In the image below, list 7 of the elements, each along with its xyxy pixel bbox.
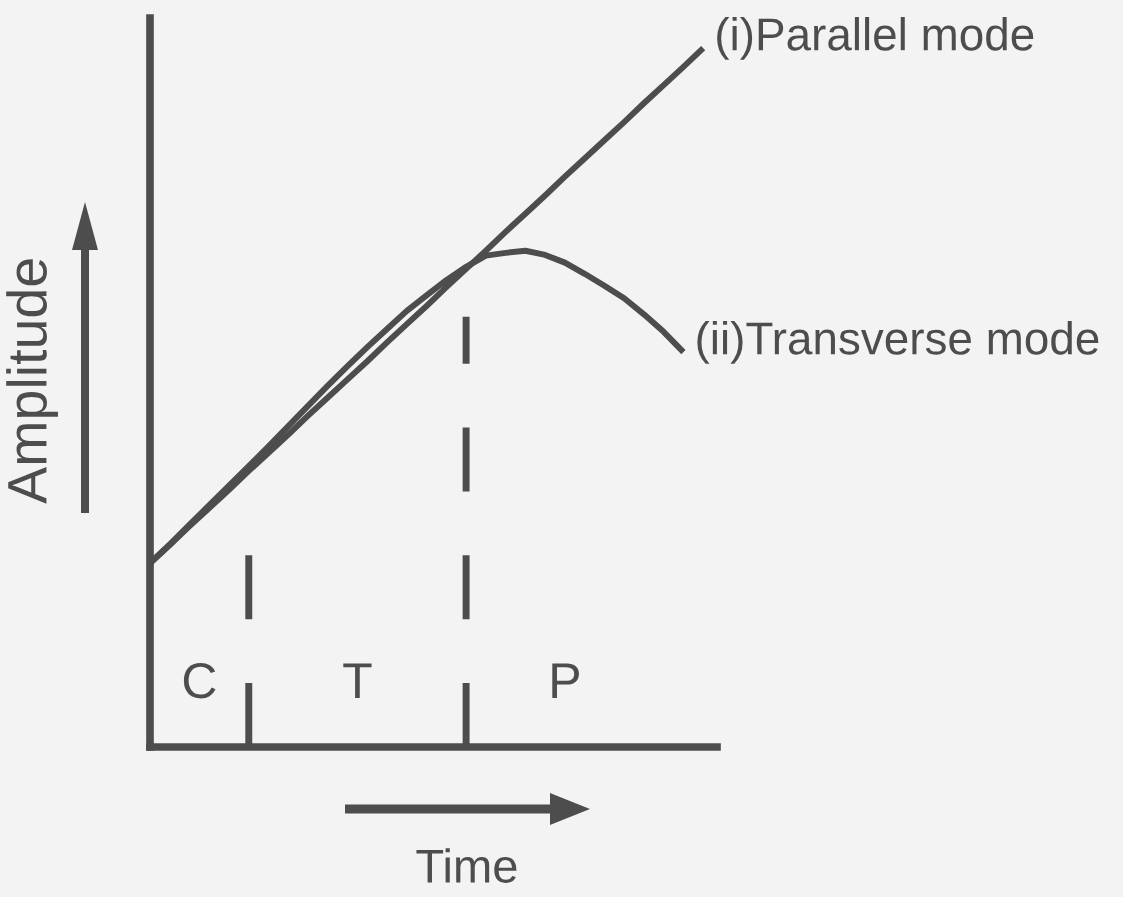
x-axis-title: Time [416,848,517,883]
y-axis-title: Amplitude [6,259,58,504]
series-label: (i)Parallel mode [717,16,1034,60]
annotation: C [183,663,216,699]
annotation: T [343,663,372,698]
annotation: P [552,663,579,698]
series-label: (ii)Transverse mode [697,321,1099,364]
